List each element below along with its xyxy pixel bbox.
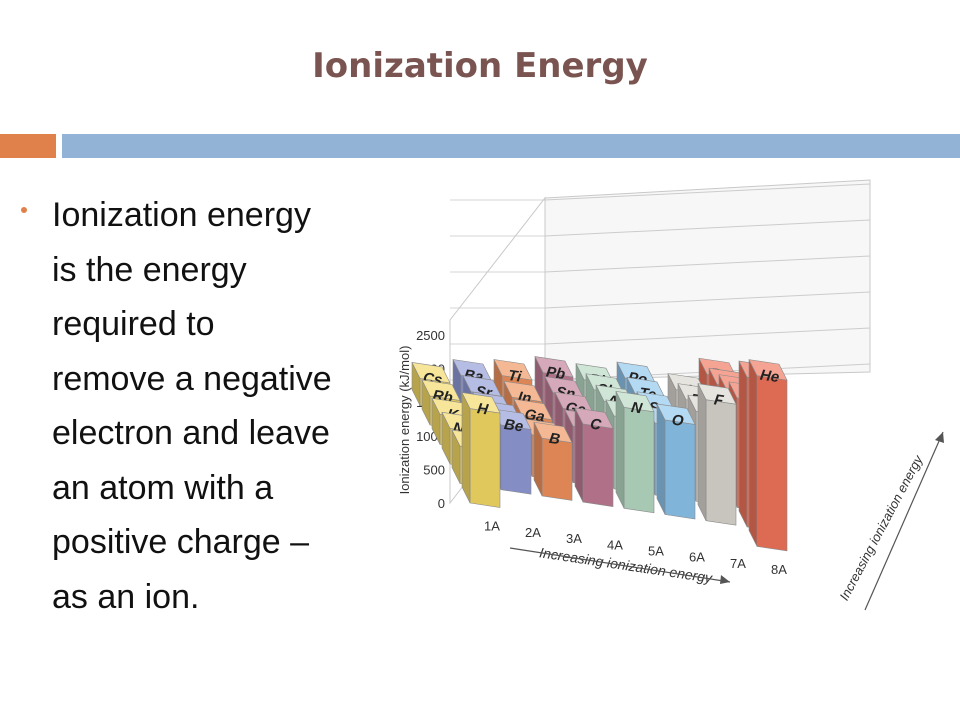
grid-line bbox=[544, 219, 871, 237]
x-tick-label: 3A bbox=[566, 531, 582, 546]
x-axis-label: Increasing ionization energy bbox=[538, 544, 714, 586]
depth-axis-arrow bbox=[864, 431, 944, 611]
x-tick-label: 1A bbox=[484, 519, 500, 534]
bar-label-F: F bbox=[713, 391, 725, 409]
grid-line bbox=[544, 291, 871, 309]
y-tick-label: 2500 bbox=[416, 328, 445, 343]
bar-side-face bbox=[656, 403, 666, 515]
bar-B: B bbox=[533, 421, 573, 501]
grid-line bbox=[544, 183, 871, 201]
x-tick-label: 7A bbox=[730, 556, 746, 571]
bar-N: N bbox=[615, 390, 655, 514]
bullet-line: Ionization energy bbox=[52, 196, 311, 234]
bullet-line: positive charge – bbox=[52, 523, 310, 561]
bar-label-C: C bbox=[589, 416, 603, 435]
bullet-line: electron and leave bbox=[52, 414, 330, 452]
chart-bars: CsBaTiPbBiPoRnRbSrInSnSbTeIXeKCaGaGeAsSe… bbox=[411, 356, 788, 552]
x-tick-label: 2A bbox=[525, 525, 541, 540]
y-tick-label: 0 bbox=[438, 496, 445, 511]
x-tick-label: 4A bbox=[607, 537, 623, 552]
bar-He: He bbox=[748, 359, 788, 552]
arrowhead-icon bbox=[935, 432, 944, 443]
bullet-line: is the energy bbox=[52, 250, 247, 289]
back-wall bbox=[544, 179, 871, 381]
header-rule-bar bbox=[62, 134, 960, 158]
bar-front-face bbox=[705, 399, 737, 526]
bullet-dot-icon bbox=[21, 207, 27, 213]
bar-label-N: N bbox=[630, 399, 644, 418]
ionization-energy-3d-bar-chart: 05001000150020002500 CsBaTiPbBiPoRnRbSrI… bbox=[397, 179, 944, 611]
header-accent-bar bbox=[0, 134, 56, 158]
bar-top-face bbox=[533, 421, 573, 444]
bar-front-face bbox=[623, 407, 655, 514]
bar-front-face bbox=[469, 408, 501, 508]
arrowhead-icon bbox=[720, 575, 730, 584]
depth-axis-label: Increasing ionization energy bbox=[836, 452, 926, 603]
y-axis-label: Ionization energy (kJ/mol) bbox=[397, 346, 412, 495]
x-axis-arrow bbox=[509, 547, 731, 583]
bar-C: C bbox=[574, 407, 614, 507]
grid-line bbox=[544, 327, 871, 345]
x-axis: 1A 2A 3A 4A 5A 6A 7A 8A bbox=[484, 519, 787, 577]
bar-top-face bbox=[748, 359, 788, 381]
chart-grid bbox=[449, 179, 871, 505]
bar-label-He: He bbox=[759, 367, 780, 387]
bar-label-Ti: Ti bbox=[507, 367, 523, 386]
bar-top-face bbox=[411, 362, 451, 384]
bar-label-B: B bbox=[548, 430, 561, 448]
x-tick-label: 8A bbox=[771, 562, 787, 577]
bar-side-face bbox=[697, 383, 707, 521]
bar-top-face bbox=[697, 383, 737, 405]
grid-line bbox=[544, 255, 871, 273]
bar-side-face bbox=[738, 360, 748, 528]
bar-top-face bbox=[534, 356, 574, 378]
bar-label-H: H bbox=[476, 400, 490, 419]
bar-front-face bbox=[582, 423, 614, 507]
bar-side-face bbox=[748, 359, 758, 547]
bar-top-face bbox=[493, 359, 533, 381]
x-tick-label: 6A bbox=[689, 550, 705, 565]
x-tick-label: 5A bbox=[648, 544, 664, 559]
bar-front-face bbox=[664, 419, 696, 520]
slide-title: Ionization Energy bbox=[312, 46, 648, 86]
axis-arrows bbox=[509, 431, 944, 611]
bar-O: O bbox=[656, 403, 696, 520]
bar-label-Be: Be bbox=[503, 416, 524, 436]
bullet-line: an atom with a bbox=[52, 468, 274, 507]
bar-top-face bbox=[574, 407, 614, 429]
bar-front-face bbox=[500, 424, 532, 495]
bar-F: F bbox=[697, 383, 737, 526]
bar-side-face bbox=[615, 391, 625, 509]
bar-front-face bbox=[756, 375, 788, 552]
bullet-text: Ionization energy is the energy required… bbox=[52, 188, 392, 624]
bar-label-O: O bbox=[671, 411, 685, 430]
bar-top-face bbox=[461, 392, 501, 414]
bar-top-face bbox=[421, 379, 461, 401]
bullet-line: remove a negative bbox=[52, 359, 332, 398]
bar-top-face bbox=[503, 380, 543, 403]
bar-top-face bbox=[656, 403, 696, 425]
y-tick-label: 500 bbox=[423, 462, 445, 477]
bar-H: H bbox=[461, 392, 501, 508]
bullet-line: as an ion. bbox=[52, 577, 200, 616]
bullet-line: required to bbox=[52, 305, 215, 343]
bar-side-face bbox=[461, 392, 471, 504]
bar-top-face bbox=[615, 390, 655, 413]
